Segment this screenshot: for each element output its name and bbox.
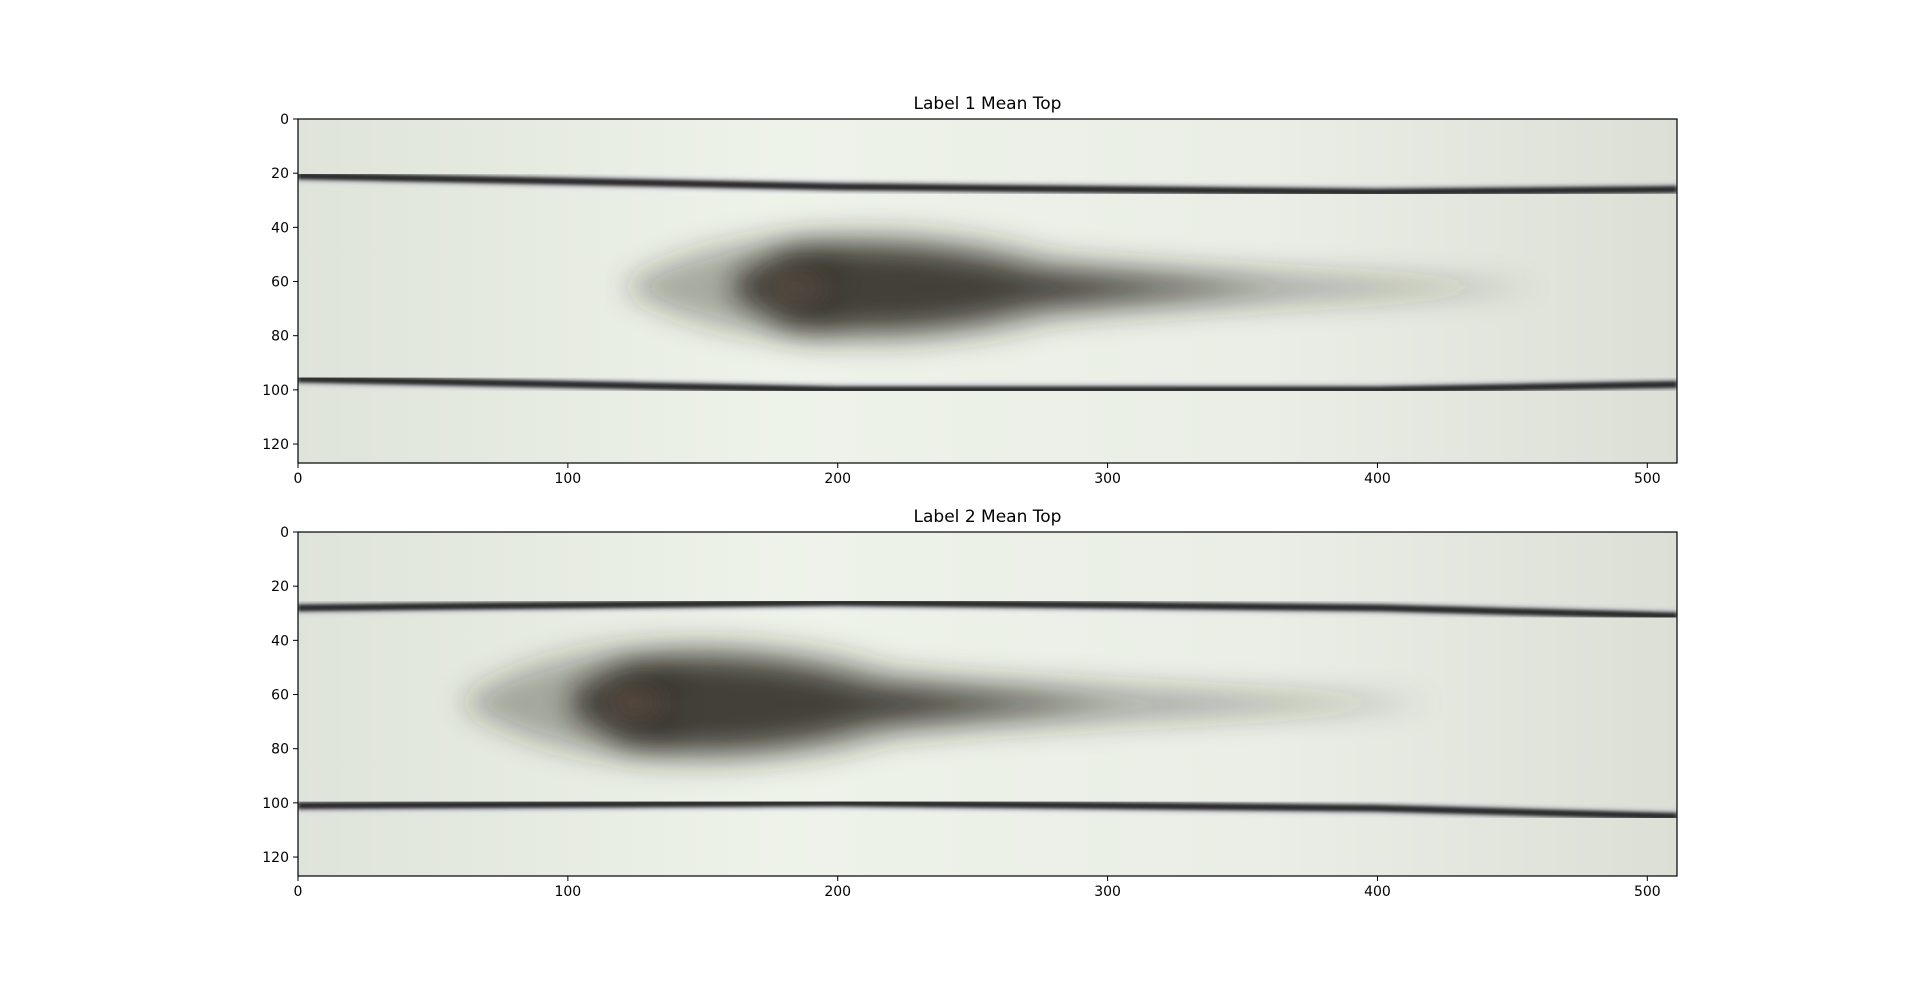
chart-panel-2: Label 2 Mean Top 0 100 200 300 400 500 0 20 40 60 8… [262,507,1678,900]
x-tick-label: 200 [824,884,851,900]
y-tick-label: 60 [271,275,289,291]
x-tick-label: 400 [1364,884,1391,900]
x-tick-label: 100 [554,471,581,487]
y-tick-label: 120 [262,850,289,866]
y-tick-label: 60 [271,688,289,704]
y-tick-label: 80 [271,742,289,758]
x-tick-label: 0 [294,471,303,487]
axes-frame [297,531,1678,877]
y-tick-label: 100 [262,383,289,399]
image-area [298,532,1677,876]
y-tick-label: 100 [262,796,289,812]
y-tick-label: 0 [280,112,289,128]
y-tick-label: 20 [271,166,289,182]
x-tick-label: 500 [1634,884,1661,900]
chart-title: Label 1 Mean Top [914,94,1062,114]
y-tick-label: 20 [271,579,289,595]
y-tick-label: 0 [280,525,289,541]
edge-line-2 [298,375,1677,394]
x-tick-label: 300 [1094,471,1121,487]
chart-panel-1: Label 1 Mean Top 0 100 200 300 400 500 0 20 40 60 8… [262,94,1678,487]
plume [459,641,1432,764]
x-tick-label: 200 [824,471,851,487]
x-tick-label: 300 [1094,884,1121,900]
plume [621,231,1540,344]
y-tick-label: 80 [271,329,289,345]
axes-frame [297,118,1678,464]
edge-line-1 [298,172,1677,196]
x-tick-label: 500 [1634,471,1661,487]
chart-title: Label 2 Mean Top [914,507,1062,527]
x-tick-label: 400 [1364,471,1391,487]
y-tick-label: 40 [271,220,289,236]
y-tick-label: 40 [271,633,289,649]
edge-line-1 [298,598,1677,620]
edge-line-2 [298,799,1677,820]
x-tick-label: 0 [294,884,303,900]
image-area [298,119,1677,463]
x-tick-label: 100 [554,884,581,900]
y-tick-label: 120 [262,437,289,453]
